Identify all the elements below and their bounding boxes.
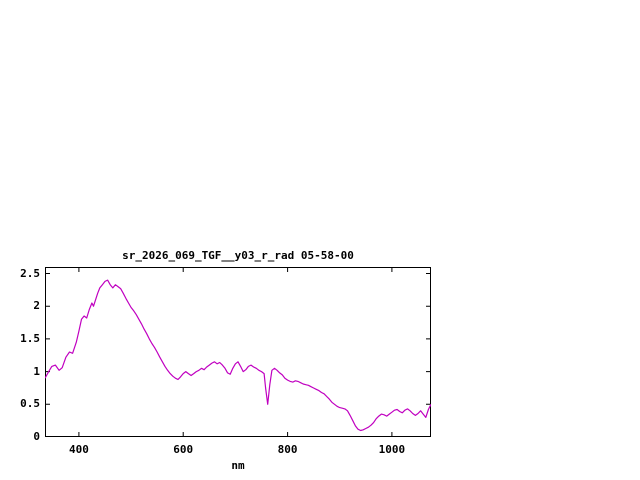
plot-border (45, 267, 431, 437)
axis-tick-marks (45, 267, 431, 437)
x-axis-label: nm (231, 459, 245, 472)
y-tick-label: 1.5 (20, 331, 40, 345)
x-tick-label: 600 (173, 443, 194, 456)
x-tick-label: 800 (277, 443, 298, 456)
x-tick-label: 400 (68, 443, 89, 456)
y-tick-label: 0.5 (20, 397, 40, 411)
chart-title: sr_2026_069_TGF__y03_r_rad 05-58-00 (122, 249, 354, 262)
y-tick-label: 2.5 (20, 266, 40, 280)
y-tick-label: 0 (33, 430, 40, 443)
y-tick-label: 1 (33, 364, 40, 378)
y-tick-label: 2 (33, 299, 40, 313)
spectrum-line (45, 279, 431, 432)
x-tick-label: 1000 (378, 443, 406, 456)
plot-area (45, 267, 431, 437)
